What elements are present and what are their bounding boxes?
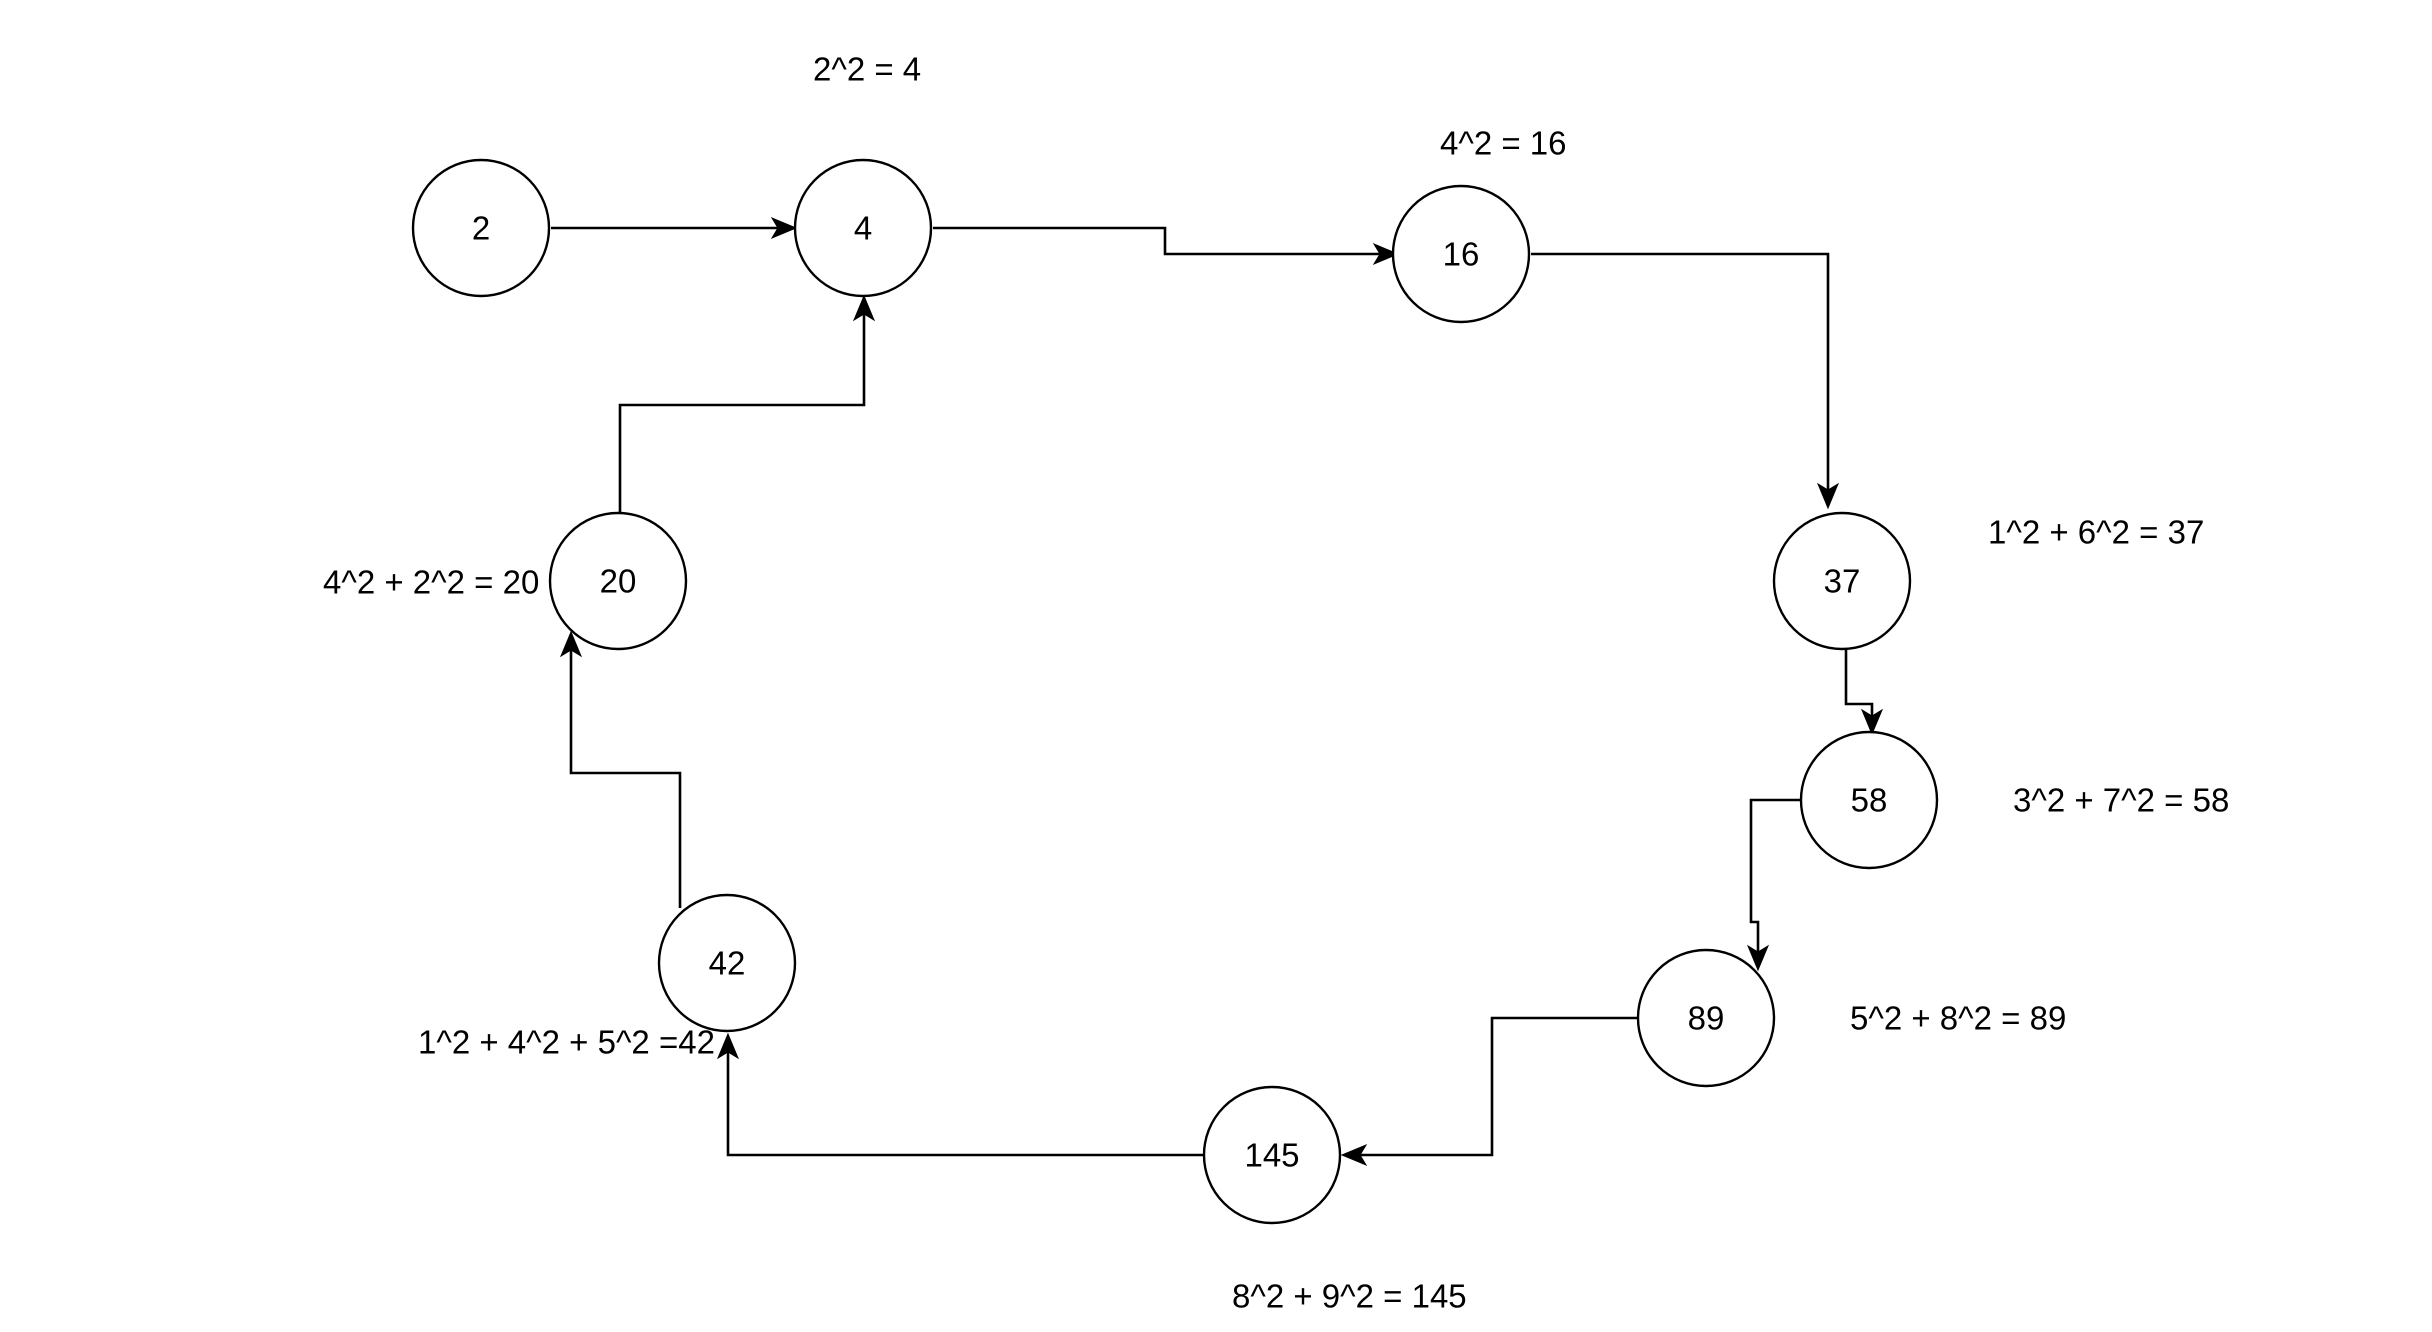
node-89: 89 xyxy=(1636,948,1776,1088)
node-2-label: 2 xyxy=(472,210,490,247)
node-4-label: 4 xyxy=(854,210,872,247)
annotation-4: 2^2 = 4 xyxy=(813,51,921,88)
arrowhead-145-to-42 xyxy=(716,1032,740,1060)
edge-145-to-42 xyxy=(726,1050,1205,1157)
annotation-42: 1^2 + 4^2 + 5^2 =42 xyxy=(418,1024,715,1061)
annotation-37: 1^2 + 6^2 = 37 xyxy=(1988,514,2204,551)
arrowhead-2-to-4 xyxy=(770,216,798,240)
node-42-label: 42 xyxy=(709,945,746,982)
arrowhead-89-to-145 xyxy=(1340,1143,1368,1167)
node-16-label: 16 xyxy=(1443,236,1480,273)
node-58-label: 58 xyxy=(1851,782,1888,819)
edge-42-to-20 xyxy=(569,648,682,908)
nodes: 2 4 16 37 58 89 145 42 xyxy=(411,158,1939,1225)
node-20-label: 20 xyxy=(600,563,637,600)
arrowhead-4-to-16 xyxy=(1372,242,1400,266)
node-37: 37 xyxy=(1772,511,1912,651)
edge-4-to-16 xyxy=(933,226,1382,256)
edge-58-to-89 xyxy=(1749,798,1805,954)
annotations: 2^2 = 4 4^2 = 16 1^2 + 6^2 = 37 3^2 + 7^… xyxy=(323,51,2229,1315)
node-37-label: 37 xyxy=(1824,563,1861,600)
annotation-16: 4^2 = 16 xyxy=(1440,125,1567,162)
arrowhead-58-to-89 xyxy=(1746,944,1770,972)
arrowhead-37-to-58 xyxy=(1860,708,1884,736)
edges xyxy=(551,216,1884,1167)
node-42: 42 xyxy=(657,893,797,1033)
arrowhead-42-to-20 xyxy=(559,630,583,658)
annotation-145: 8^2 + 9^2 = 145 xyxy=(1232,1278,1467,1315)
edge-89-to-145 xyxy=(1358,1016,1641,1157)
node-20: 20 xyxy=(548,511,688,651)
arrowhead-16-to-37 xyxy=(1816,482,1840,510)
annotation-58: 3^2 + 7^2 = 58 xyxy=(2013,782,2229,819)
edge-37-to-58 xyxy=(1844,650,1874,718)
edge-16-to-37 xyxy=(1531,252,1830,492)
annotation-89: 5^2 + 8^2 = 89 xyxy=(1850,1000,2066,1037)
annotation-20: 4^2 + 2^2 = 20 xyxy=(323,564,539,601)
node-145: 145 xyxy=(1202,1085,1342,1225)
node-4: 4 xyxy=(793,158,933,298)
node-145-label: 145 xyxy=(1244,1137,1299,1174)
edge-20-to-4 xyxy=(618,312,866,512)
node-16: 16 xyxy=(1391,184,1531,324)
node-58: 58 xyxy=(1799,730,1939,870)
arrowhead-20-to-4 xyxy=(852,294,876,322)
node-2: 2 xyxy=(411,158,551,298)
node-89-label: 89 xyxy=(1688,1000,1725,1037)
